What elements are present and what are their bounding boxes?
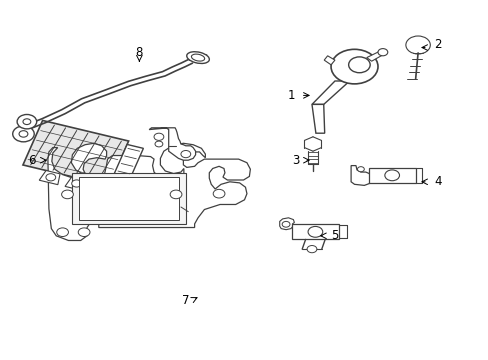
Circle shape <box>357 167 364 172</box>
Bar <box>23 121 128 185</box>
Ellipse shape <box>186 52 209 63</box>
Polygon shape <box>311 81 349 104</box>
Polygon shape <box>48 143 250 240</box>
Polygon shape <box>110 144 143 186</box>
Polygon shape <box>366 50 386 61</box>
Circle shape <box>19 131 28 137</box>
Circle shape <box>213 189 224 198</box>
Text: 1: 1 <box>286 89 294 102</box>
Circle shape <box>72 180 81 187</box>
Circle shape <box>306 246 316 253</box>
Circle shape <box>282 221 289 227</box>
Polygon shape <box>65 177 86 191</box>
Text: 4: 4 <box>433 175 441 188</box>
Circle shape <box>405 36 429 54</box>
Bar <box>368 168 415 183</box>
Circle shape <box>155 141 163 147</box>
Circle shape <box>377 49 387 56</box>
Ellipse shape <box>191 54 204 61</box>
Text: 2: 2 <box>433 39 441 51</box>
Circle shape <box>330 49 377 84</box>
Circle shape <box>170 190 182 199</box>
Circle shape <box>384 170 399 181</box>
Circle shape <box>78 228 90 237</box>
Circle shape <box>348 57 369 73</box>
Circle shape <box>57 228 68 237</box>
Text: 7: 7 <box>182 294 189 307</box>
Circle shape <box>46 174 56 181</box>
Text: 6: 6 <box>28 154 36 167</box>
Circle shape <box>23 119 31 125</box>
Circle shape <box>307 226 322 237</box>
Polygon shape <box>279 218 294 230</box>
Bar <box>79 177 179 220</box>
Polygon shape <box>324 56 334 65</box>
Circle shape <box>61 190 73 199</box>
Circle shape <box>154 133 163 140</box>
Circle shape <box>181 150 190 158</box>
Polygon shape <box>311 104 324 133</box>
Text: 5: 5 <box>330 229 338 242</box>
Circle shape <box>17 114 37 129</box>
Text: 3: 3 <box>291 154 299 167</box>
Bar <box>72 173 185 224</box>
Text: 8: 8 <box>135 46 143 59</box>
Polygon shape <box>149 128 195 160</box>
Polygon shape <box>39 171 60 185</box>
Bar <box>292 224 338 239</box>
Polygon shape <box>350 166 370 185</box>
Circle shape <box>13 126 34 142</box>
